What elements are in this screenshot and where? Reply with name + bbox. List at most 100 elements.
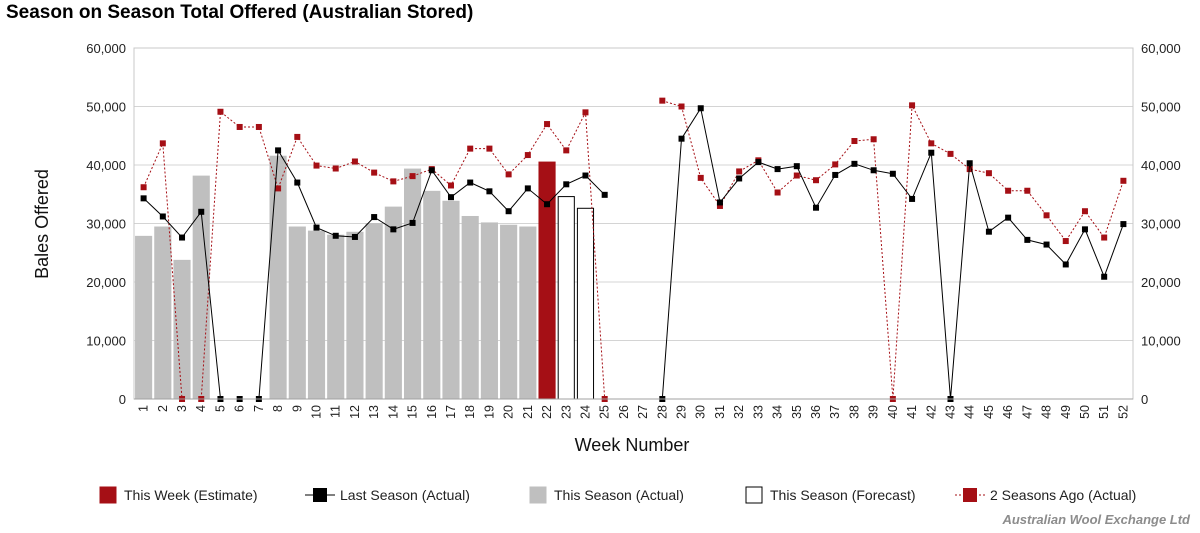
data-point: [1005, 214, 1012, 221]
data-point: [1024, 187, 1031, 194]
x-tick-label: 36: [809, 405, 823, 419]
x-tick-label: 7: [252, 405, 266, 412]
bar: [423, 190, 441, 400]
x-tick-label: 3: [175, 405, 189, 412]
x-tick-label: 39: [867, 405, 881, 419]
x-tick-label: 19: [482, 405, 496, 419]
y-tick-label-left: 30,000: [86, 217, 126, 232]
source-credit: Australian Wool Exchange Ltd: [1002, 512, 1190, 527]
bar: [307, 230, 326, 400]
y-axis-title: Bales Offered: [32, 169, 52, 279]
x-tick-label: 49: [1059, 405, 1073, 419]
data-point: [505, 208, 512, 215]
data-point: [140, 184, 147, 191]
data-point: [716, 202, 723, 209]
x-tick-label: 9: [290, 405, 304, 412]
data-point: [447, 182, 454, 189]
bar: [576, 207, 595, 400]
y-tick-label-left: 20,000: [86, 275, 126, 290]
bar: [403, 168, 422, 400]
y-tick-label-left: 60,000: [86, 41, 126, 56]
data-point: [582, 109, 589, 116]
y-tick-label-left: 10,000: [86, 334, 126, 349]
data-point: [294, 133, 301, 140]
x-tick-label: 37: [828, 405, 842, 419]
chart-title: Season on Season Total Offered (Australi…: [6, 2, 474, 23]
bar: [384, 206, 402, 400]
data-point: [351, 233, 358, 240]
data-point: [371, 214, 378, 221]
bar: [173, 259, 191, 400]
x-tick-label: 20: [502, 405, 516, 419]
data-point: [1005, 187, 1012, 194]
bar: [135, 235, 153, 400]
data-point: [582, 172, 589, 179]
x-tick-label: 21: [521, 405, 535, 419]
x-tick-label: 29: [675, 405, 689, 419]
data-point: [563, 147, 570, 154]
legend-swatch: [745, 486, 763, 504]
x-tick-label: 44: [963, 405, 977, 419]
data-point: [544, 121, 551, 128]
x-tick-label: 40: [886, 405, 900, 419]
bar: [442, 200, 460, 400]
x-tick-label: 26: [617, 405, 631, 419]
data-point: [428, 167, 435, 174]
x-tick-label: 32: [732, 405, 746, 419]
x-tick-label: 27: [636, 405, 650, 419]
x-tick-label: 51: [1097, 405, 1111, 419]
x-tick-label: 25: [598, 405, 612, 419]
data-point: [467, 179, 474, 186]
y-tick-label-right: 30,000: [1141, 217, 1181, 232]
y-tick-label-left: 50,000: [86, 100, 126, 115]
data-point: [928, 140, 935, 147]
legend: This Week (Estimate) Last Season (Actual)…: [99, 486, 1136, 504]
x-tick-label: 18: [463, 405, 477, 419]
data-point: [371, 169, 378, 176]
y-tick-label-right: 50,000: [1141, 100, 1181, 115]
data-point: [255, 123, 262, 130]
legend-label: 2 Seasons Ago (Actual): [990, 487, 1136, 503]
data-point: [159, 140, 166, 147]
data-point: [985, 228, 992, 235]
x-tick-label: 47: [1020, 405, 1034, 419]
x-tick-label: 8: [271, 405, 285, 412]
data-point: [1024, 236, 1031, 243]
x-tick-label: 12: [348, 405, 362, 419]
data-point: [1081, 226, 1088, 233]
data-point: [1120, 221, 1127, 228]
data-point: [813, 177, 820, 184]
bar: [557, 196, 575, 400]
x-tick-label: 48: [1040, 405, 1054, 419]
data-point: [851, 138, 858, 145]
x-tick-label: 34: [771, 405, 785, 419]
x-tick-label: 6: [233, 405, 247, 412]
legend-item: This Season (Actual): [529, 486, 684, 504]
x-tick-label: 43: [943, 405, 957, 419]
bar-series: [135, 155, 595, 400]
data-point: [198, 208, 205, 215]
data-point: [1043, 212, 1050, 219]
data-point: [486, 188, 493, 195]
data-point: [447, 194, 454, 201]
x-tick-label: 30: [694, 405, 708, 419]
data-point: [889, 170, 896, 177]
legend-label: Last Season (Actual): [340, 487, 470, 503]
x-tick-label: 35: [790, 405, 804, 419]
legend-item: Last Season (Actual): [305, 487, 470, 503]
data-point: [678, 103, 685, 110]
data-point: [832, 161, 839, 168]
data-point: [966, 160, 973, 167]
data-point: [524, 152, 531, 159]
x-tick-label: 46: [1001, 405, 1015, 419]
y-tick-label-right: 20,000: [1141, 275, 1181, 290]
data-point: [716, 199, 723, 206]
data-point: [1101, 234, 1108, 241]
data-point: [755, 159, 762, 166]
axes: 0 0 10,000 10,000 20,000 20,000 30,000 30,000 40…: [32, 41, 1181, 455]
legend-label: This Season (Actual): [554, 487, 684, 503]
x-tick-label: 42: [924, 405, 938, 419]
x-tick-label: 5: [213, 405, 227, 412]
x-tick-label: 14: [386, 405, 400, 419]
series-line: [662, 100, 1124, 400]
